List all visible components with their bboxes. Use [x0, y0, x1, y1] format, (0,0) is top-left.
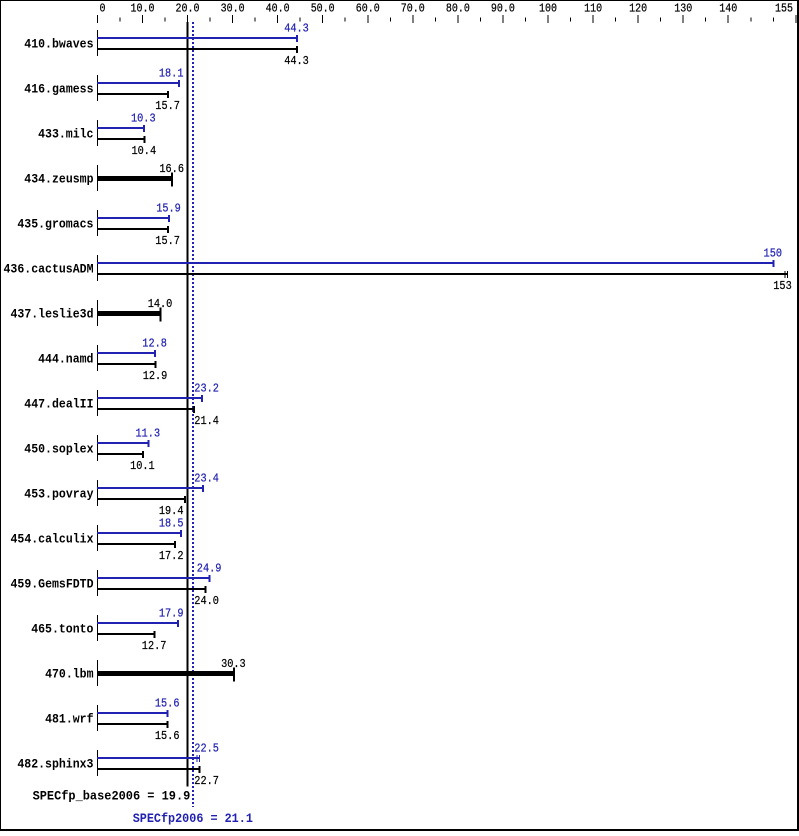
svg-text:130: 130 — [674, 3, 692, 16]
svg-text:15.7: 15.7 — [155, 235, 180, 248]
svg-text:150: 150 — [764, 247, 783, 260]
svg-text:17.2: 17.2 — [159, 550, 184, 563]
svg-text:435.gromacs: 435.gromacs — [17, 216, 93, 231]
svg-text:23.2: 23.2 — [194, 382, 219, 395]
svg-text:15.7: 15.7 — [155, 100, 180, 113]
svg-text:433.milc: 433.milc — [38, 126, 94, 141]
svg-text:12.9: 12.9 — [143, 370, 168, 383]
svg-text:453.povray: 453.povray — [24, 486, 93, 501]
svg-text:12.8: 12.8 — [142, 337, 167, 350]
svg-text:40.0: 40.0 — [266, 3, 290, 16]
svg-text:444.namd: 444.namd — [38, 351, 93, 366]
svg-text:SPECfp2006 = 21.1: SPECfp2006 = 21.1 — [133, 811, 253, 826]
svg-text:50.0: 50.0 — [311, 3, 335, 16]
svg-text:465.tonto: 465.tonto — [31, 622, 93, 637]
svg-text:15.9: 15.9 — [156, 202, 181, 215]
svg-text:14.0: 14.0 — [148, 298, 173, 311]
svg-text:15.6: 15.6 — [155, 698, 180, 711]
svg-text:15.6: 15.6 — [155, 730, 180, 743]
svg-text:44.3: 44.3 — [284, 22, 309, 35]
svg-text:22.7: 22.7 — [194, 775, 219, 788]
svg-text:10.1: 10.1 — [130, 460, 155, 473]
svg-text:SPECfp_base2006 = 19.9: SPECfp_base2006 = 19.9 — [33, 788, 191, 803]
svg-text:21.4: 21.4 — [194, 415, 219, 428]
svg-text:18.1: 18.1 — [159, 68, 184, 81]
svg-text:410.bwaves: 410.bwaves — [24, 37, 93, 52]
svg-text:90.0: 90.0 — [491, 3, 515, 16]
svg-text:454.calculix: 454.calculix — [11, 532, 94, 547]
svg-text:12.7: 12.7 — [142, 640, 167, 653]
svg-text:22.5: 22.5 — [194, 743, 219, 756]
svg-text:140: 140 — [719, 3, 737, 16]
svg-text:17.9: 17.9 — [159, 608, 184, 621]
svg-text:11.3: 11.3 — [136, 427, 161, 440]
svg-text:60.0: 60.0 — [356, 3, 380, 16]
svg-text:450.soplex: 450.soplex — [24, 441, 93, 456]
svg-text:10.4: 10.4 — [132, 145, 157, 158]
svg-text:120: 120 — [629, 3, 647, 16]
svg-text:482.sphinx3: 482.sphinx3 — [17, 757, 93, 772]
svg-text:153: 153 — [773, 280, 792, 293]
svg-text:155: 155 — [775, 3, 793, 16]
svg-text:470.lbm: 470.lbm — [45, 667, 94, 682]
svg-text:110: 110 — [584, 3, 602, 16]
svg-text:30.0: 30.0 — [221, 3, 245, 16]
svg-text:434.zeusmp: 434.zeusmp — [24, 171, 93, 186]
svg-text:24.0: 24.0 — [194, 595, 219, 608]
svg-text:10.3: 10.3 — [131, 113, 156, 126]
svg-text:30.3: 30.3 — [221, 658, 246, 671]
svg-text:459.GemsFDTD: 459.GemsFDTD — [11, 577, 94, 592]
svg-text:447.dealII: 447.dealII — [24, 396, 93, 411]
svg-text:416.gamess: 416.gamess — [24, 82, 93, 97]
svg-text:18.5: 18.5 — [159, 518, 184, 531]
svg-text:70.0: 70.0 — [401, 3, 425, 16]
svg-text:100: 100 — [539, 3, 557, 16]
svg-text:23.4: 23.4 — [194, 472, 219, 485]
svg-text:20.0: 20.0 — [176, 3, 200, 16]
svg-text:19.4: 19.4 — [159, 505, 184, 518]
svg-text:16.6: 16.6 — [159, 163, 184, 176]
svg-text:437.leslie3d: 437.leslie3d — [11, 306, 94, 321]
svg-text:80.0: 80.0 — [446, 3, 470, 16]
svg-text:24.9: 24.9 — [197, 563, 222, 576]
svg-text:44.3: 44.3 — [284, 55, 309, 68]
svg-text:436.cactusADM: 436.cactusADM — [4, 261, 94, 276]
svg-text:10.0: 10.0 — [131, 3, 155, 16]
svg-text:0: 0 — [100, 3, 106, 16]
svg-text:481.wrf: 481.wrf — [45, 712, 94, 727]
